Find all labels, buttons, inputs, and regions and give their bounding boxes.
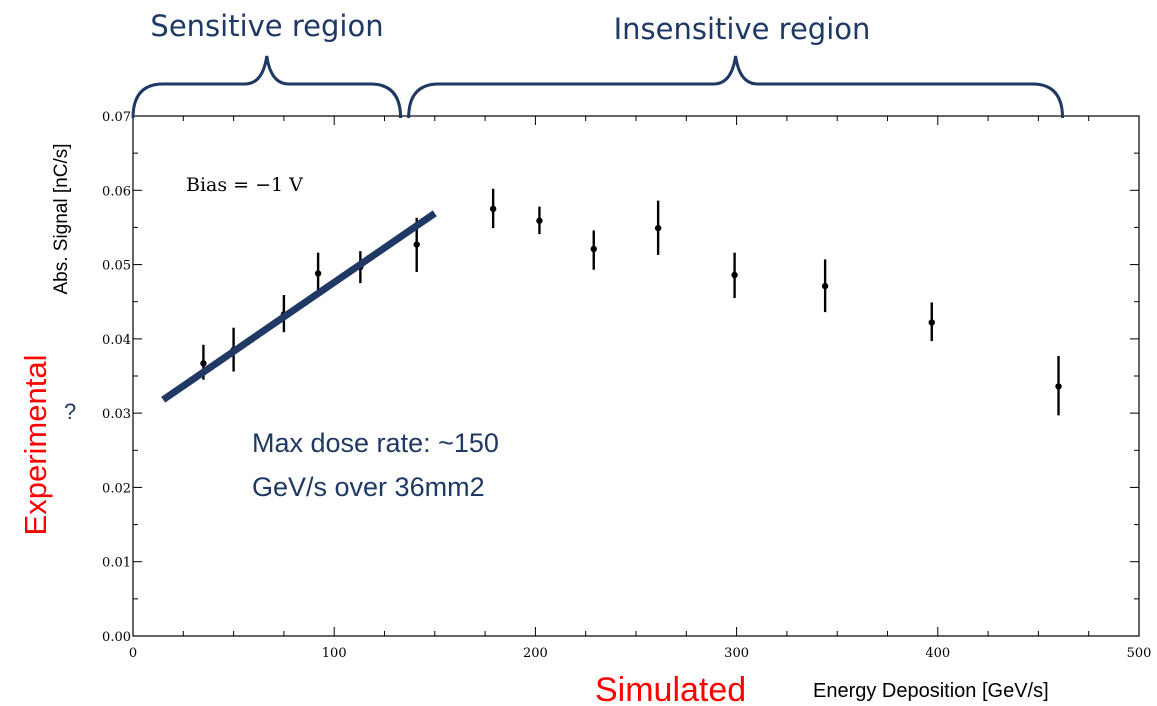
x-axis-label: Energy Deposition [GeV/s] [813,680,1049,702]
dose-rate-line2: GeV/s over 36mm2 [252,472,485,502]
y-tick-label: 0.02 [102,481,131,496]
y-tick-label: 0.04 [102,333,131,348]
x-tick-label: 200 [523,646,548,661]
x-tick-label: 100 [322,646,347,661]
y-tick-label: 0.01 [102,556,131,571]
insensitive-region-bracket [407,55,1065,119]
data-point [200,360,207,367]
x-tick-label: 300 [724,646,749,661]
data-point [654,224,662,232]
dose-rate-line1: Max dose rate: ~150 [252,428,499,458]
y-tick-label: 0.00 [102,630,131,645]
error-bars [202,188,1060,416]
data-point [536,217,543,224]
data-point [413,241,420,248]
question-mark: ? [64,399,76,424]
region-brackets [131,55,1065,119]
data-point [489,205,497,213]
x-tick-labels: 0 100 200 300 400 500 [129,646,1152,661]
data-point [314,270,322,277]
y-tick-label: 0.05 [102,259,131,274]
fit-line [161,210,437,403]
simulated-label: Simulated [595,671,746,706]
data-point [590,245,597,253]
y-tick-label: 0.03 [102,407,131,422]
insensitive-region-label: Insensitive region [614,12,871,46]
y-tick-label: 0.07 [102,110,131,125]
data-point [1055,383,1062,390]
data-point [821,282,829,290]
y-tick-label: 0.06 [102,184,131,199]
y-axis-label: Abs. Signal [nC/s] [51,143,72,294]
bias-label: Bias = −1 V [186,174,303,196]
data-point [928,319,935,326]
axis-ticks [132,115,1140,637]
x-tick-label: 0 [129,646,137,661]
x-tick-label: 500 [1127,646,1152,661]
data-point [731,271,738,279]
data-points [200,205,1062,390]
y-tick-labels: 0.00 0.01 0.02 0.03 0.04 0.05 0.06 0.07 [102,110,131,645]
x-tick-label: 400 [925,646,950,661]
experimental-label: Experimental [18,355,53,536]
sensitive-region-label: Sensitive region [150,9,383,43]
sensitive-region-bracket [131,55,403,119]
